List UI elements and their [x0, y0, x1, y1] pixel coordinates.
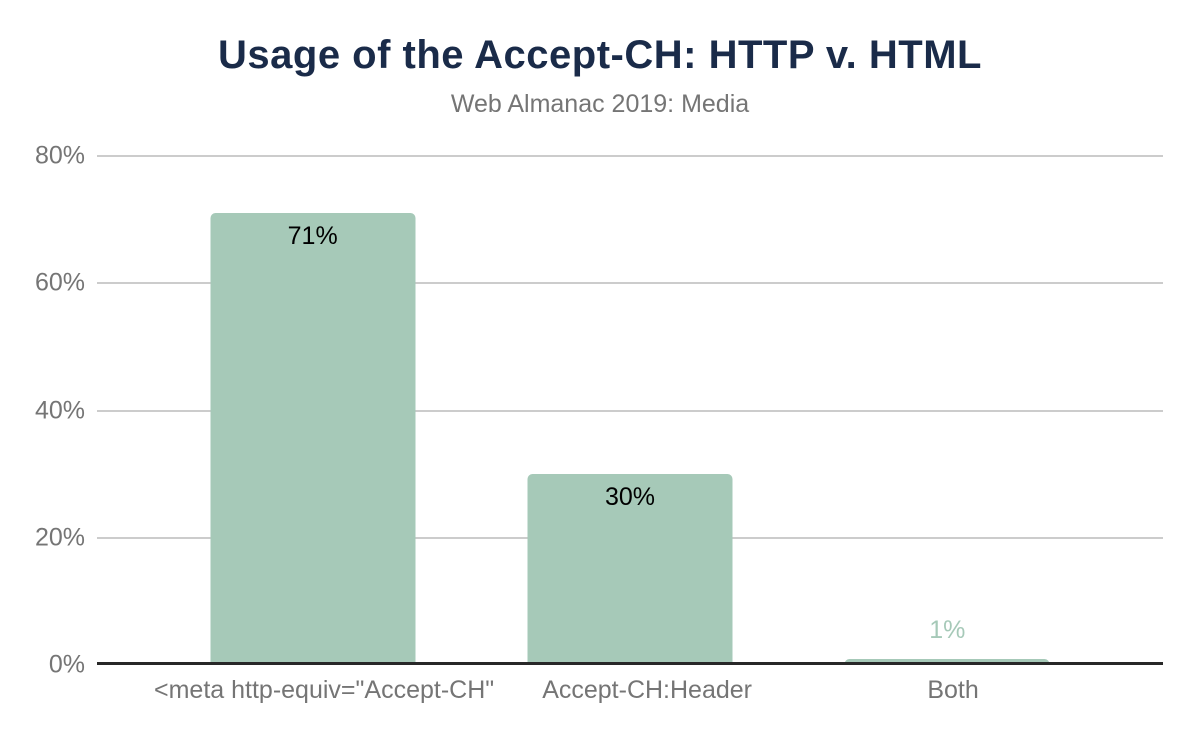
- bar-band: 1%: [789, 156, 1106, 665]
- y-tick-label-40: 40%: [34, 396, 85, 424]
- gridline-60: [97, 282, 1163, 285]
- x-tick-label: Accept-CH:Header: [542, 676, 752, 704]
- plot-area: 71% 30% 1%: [97, 155, 1163, 665]
- bar: [527, 474, 733, 665]
- y-tick-label-20: 20%: [34, 523, 85, 552]
- chart-subtitle: Web Almanac 2019: Media: [450, 90, 750, 118]
- x-tick-label: <meta http-equiv="Accept-CH": [154, 676, 495, 704]
- gridline-80: [97, 155, 1163, 157]
- bar-value-label: 1%: [929, 615, 966, 644]
- bar: [210, 213, 416, 665]
- bar-value-label: 30%: [604, 483, 656, 512]
- gridline-40: [97, 409, 1163, 412]
- y-tick-label-80: 80%: [34, 141, 85, 170]
- bar: [844, 658, 1050, 665]
- y-tick-label-0: 0%: [48, 650, 85, 679]
- bar-band: 71%: [154, 156, 471, 665]
- x-axis-line: [97, 662, 1163, 665]
- x-tick-label: Both: [927, 676, 979, 704]
- bar-series: 71% 30% 1%: [154, 156, 1106, 665]
- chart-title: Usage of the Accept-CH: HTTP v. HTML: [218, 33, 982, 77]
- bar-value-label: 71%: [287, 222, 338, 251]
- x-axis: <meta http-equiv="Accept-CH" Accept-CH:He…: [154, 678, 1106, 703]
- bar-band: 30%: [471, 156, 788, 665]
- y-axis: 0% 20% 40% 60% 80%: [0, 143, 85, 677]
- y-tick-label-60: 60%: [34, 268, 85, 297]
